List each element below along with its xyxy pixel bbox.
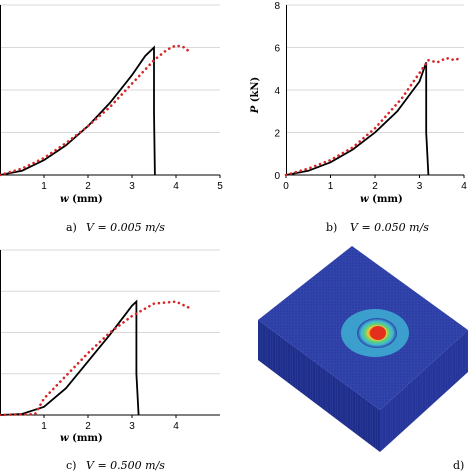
y-tick-label: 0 (274, 171, 280, 182)
y-tick-label: 4 (274, 86, 280, 97)
x-tick-label: 5 (217, 181, 223, 192)
x-tick-label: 2 (85, 181, 91, 192)
series-line-numerical (285, 62, 430, 176)
x-tick-label: 4 (173, 181, 179, 192)
panel-b-caption-math: V = 0.050 m/s (350, 221, 429, 234)
x-tick-label: 4 (173, 421, 179, 432)
x-axis-label: w (mm) (60, 194, 103, 205)
panel-c-caption-math: V = 0.500 m/s (86, 459, 165, 472)
y-tick-label: 6 (274, 44, 280, 55)
panel-c-caption-prefix: c) (66, 459, 76, 472)
x-tick-label: 4 (461, 181, 467, 192)
x-tick-label: 2 (85, 421, 91, 432)
x-tick-label: 3 (129, 181, 135, 192)
panel-b-caption-prefix: b) (326, 221, 337, 234)
series-line-numerical (0, 45, 156, 176)
x-tick-label: 2 (372, 181, 378, 192)
y-tick-label: 2 (274, 129, 280, 140)
series-line-experimental (284, 56, 461, 177)
panel-c-chart: 1 2 3 4 w (mm) (0, 249, 220, 444)
plate-side-left-mesh (258, 320, 380, 452)
series-line-experimental (0, 44, 191, 177)
x-tick-label: 1 (41, 181, 47, 192)
y-tick-label: 8 (274, 1, 280, 12)
x-tick-label: 3 (129, 421, 135, 432)
panel-d-fe-render (258, 246, 468, 452)
panel-a-caption-prefix: a) (66, 221, 77, 234)
panel-d-caption-prefix: d) (453, 459, 464, 472)
x-tick-label: 0 (283, 181, 289, 192)
y-axis-label: P (kN) (250, 77, 261, 115)
stress-core (370, 326, 386, 340)
panel-a-chart: 1 2 3 4 5 w (mm) (0, 4, 223, 205)
x-tick-label: 1 (41, 421, 47, 432)
x-tick-label: 3 (417, 181, 423, 192)
x-axis-label: w (mm) (360, 194, 403, 205)
plate-side-right-mesh (380, 330, 468, 452)
x-axis-label: w (mm) (60, 433, 103, 444)
x-tick-label: 1 (328, 181, 334, 192)
panel-b-chart: 0 1 2 3 4 0 2 4 6 8 w (mm) P (kN) (250, 1, 467, 205)
series-line-experimental (0, 300, 191, 417)
series-line-numerical (0, 299, 140, 416)
panel-a-caption-math: V = 0.005 m/s (86, 221, 165, 234)
